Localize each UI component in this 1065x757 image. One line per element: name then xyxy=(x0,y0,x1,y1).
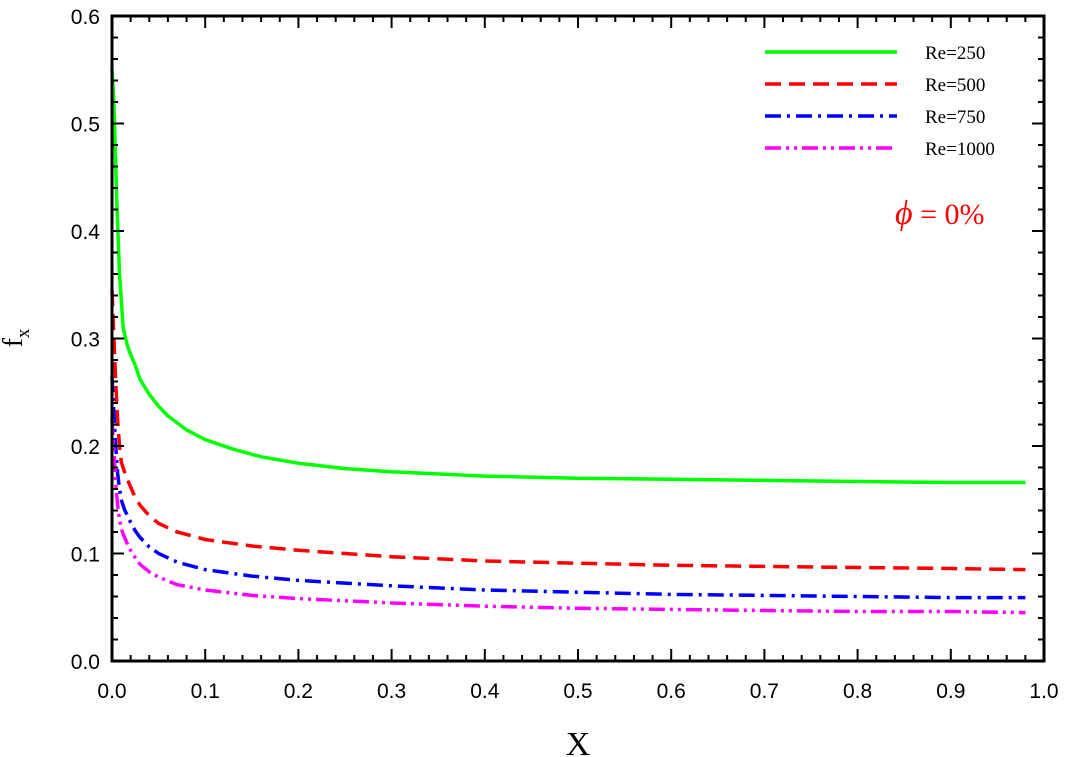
x-tick-label: 0.0 xyxy=(97,680,126,703)
y-tick-label: 0.1 xyxy=(71,544,100,567)
y-tick-label: 0.6 xyxy=(71,6,100,29)
legend-label-3: Re=750 xyxy=(925,107,985,128)
y-axis-title: fx xyxy=(0,328,34,347)
y-tick-label: 0.0 xyxy=(71,651,100,674)
y-axis-title-main: f xyxy=(0,337,29,347)
x-axis-title: X xyxy=(566,726,591,757)
x-tick-label: 0.2 xyxy=(284,680,313,703)
legend-label-1: Re=250 xyxy=(925,43,985,64)
y-tick-label: 0.3 xyxy=(71,329,100,352)
phi-value: = 0% xyxy=(913,198,985,231)
legend-label-4: Re=1000 xyxy=(925,139,995,160)
y-axis-title-sub: x xyxy=(13,328,34,338)
plot-area xyxy=(112,16,1044,661)
x-tick-label: 0.7 xyxy=(750,680,779,703)
y-tick-label: 0.4 xyxy=(71,221,101,244)
phi-annotation: ϕ = 0% xyxy=(895,195,985,232)
phi-symbol: ϕ xyxy=(895,195,913,232)
y-tick-label: 0.5 xyxy=(71,114,100,137)
x-tick-label: 0.4 xyxy=(470,680,500,703)
x-tick-label: 0.6 xyxy=(657,680,686,703)
y-tick-label: 0.2 xyxy=(71,436,100,459)
legend-label-2: Re=500 xyxy=(925,75,985,96)
series-line-1 xyxy=(110,69,1026,485)
series-line-4 xyxy=(110,418,1026,615)
x-tick-label: 0.1 xyxy=(191,680,220,703)
legend: Re=250 Re=500 Re=750 Re=1000 xyxy=(765,43,995,160)
ticks-layer xyxy=(111,15,1045,662)
x-tick-label: 0.3 xyxy=(377,680,406,703)
x-tick-label: 0.5 xyxy=(563,680,592,703)
tick-labels-layer: 0.0 0.1 0.2 0.3 0.4 0.5 0.6 0.7 0.8 0.9 1.0 0.0 0.1 0… xyxy=(71,6,1059,703)
x-tick-label: 1.0 xyxy=(1029,680,1058,703)
x-tick-label: 0.9 xyxy=(936,680,965,703)
x-tick-label: 0.8 xyxy=(843,680,872,703)
series-line-3 xyxy=(110,376,1026,600)
